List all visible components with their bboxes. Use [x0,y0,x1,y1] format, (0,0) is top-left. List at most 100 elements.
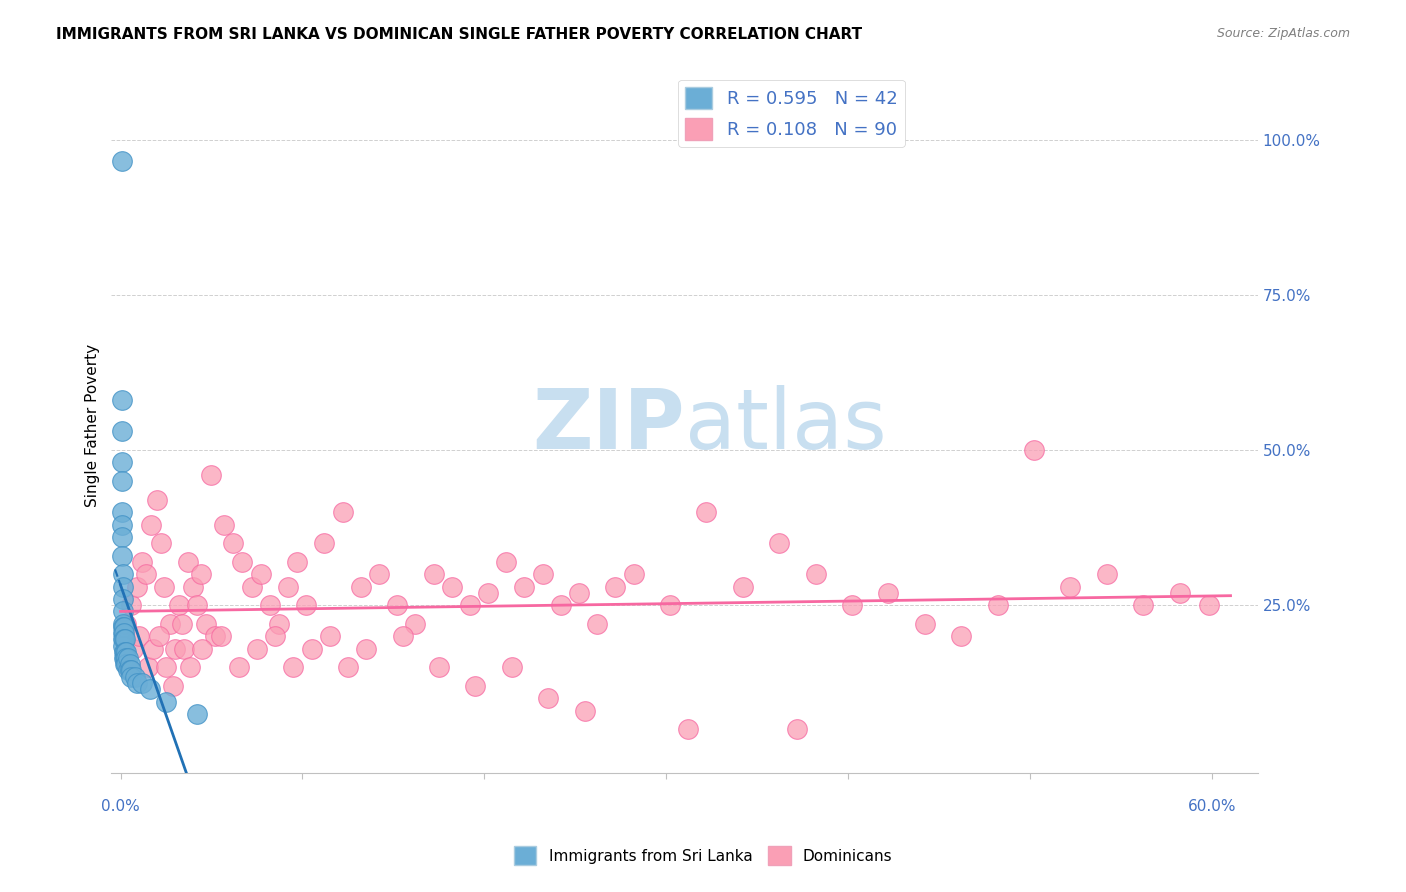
Point [141,517,163,532]
Point [112,639,135,653]
Point [623,567,645,582]
Point [477,586,499,600]
Point [112,645,135,659]
Point [568,586,591,600]
Point [659,599,682,613]
Text: ZIP: ZIP [531,384,685,466]
Point [586,616,609,631]
Point [914,616,936,631]
Point [120,664,142,678]
Point [112,620,135,634]
Point [283,660,305,674]
Text: 0.0%: 0.0% [101,799,139,814]
Point [186,706,208,721]
Point [149,536,172,550]
Point [167,599,190,613]
Point [350,580,373,594]
Point [173,641,195,656]
Point [115,616,138,631]
Point [513,580,536,594]
Point [1168,586,1191,600]
Point [367,567,389,582]
Point [111,505,134,519]
Y-axis label: Single Father Poverty: Single Father Poverty [86,343,100,507]
Point [131,676,153,690]
Point [128,629,150,643]
Point [111,154,134,169]
Point [295,599,318,613]
Point [1022,443,1045,458]
Point [155,694,177,708]
Text: atlas: atlas [685,384,886,466]
Point [125,580,148,594]
Point [111,474,134,488]
Text: IMMIGRANTS FROM SRI LANKA VS DOMINICAN SINGLE FATHER POVERTY CORRELATION CHART: IMMIGRANTS FROM SRI LANKA VS DOMINICAN S… [56,27,862,42]
Point [138,682,160,697]
Point [111,530,134,544]
Point [404,616,426,631]
Point [464,679,486,693]
Point [112,616,135,631]
Point [111,567,134,582]
Point [177,555,200,569]
Point [120,670,142,684]
Point [186,599,208,613]
Point [212,517,235,532]
Point [246,641,269,656]
Point [136,660,159,674]
Point [142,641,165,656]
Point [222,536,245,550]
Point [695,505,717,519]
Point [249,567,271,582]
Point [495,555,517,569]
Point [259,599,281,613]
Point [111,592,134,607]
Point [1132,599,1154,613]
Point [786,723,808,737]
Point [1059,580,1081,594]
Point [111,455,134,469]
Point [153,580,176,594]
Point [354,641,377,656]
Point [336,660,359,674]
Point [111,425,134,439]
Point [200,467,222,482]
Point [204,629,226,643]
Text: 60.0%: 60.0% [1188,799,1237,814]
Point [112,626,135,640]
Point [440,580,463,594]
Point [162,679,184,693]
Point [181,580,204,594]
Point [172,616,194,631]
Point [112,632,135,647]
Point [112,632,135,647]
Point [209,629,232,643]
Point [179,660,201,674]
Point [768,536,790,550]
Point [122,641,145,656]
Point [112,620,135,634]
Point [314,536,336,550]
Point [267,616,290,631]
Point [678,723,700,737]
Point [131,555,153,569]
Point [391,629,413,643]
Point [115,645,138,659]
Point [118,657,141,672]
Point [574,704,596,718]
Point [301,641,323,656]
Point [427,660,450,674]
Point [125,676,148,690]
Point [165,641,187,656]
Point [155,660,177,674]
Point [159,616,181,631]
Point [114,651,136,665]
Point [731,580,754,594]
Point [228,660,250,674]
Point [550,599,572,613]
Point [120,599,142,613]
Point [987,599,1010,613]
Point [111,393,134,408]
Point [277,580,299,594]
Point [231,555,253,569]
